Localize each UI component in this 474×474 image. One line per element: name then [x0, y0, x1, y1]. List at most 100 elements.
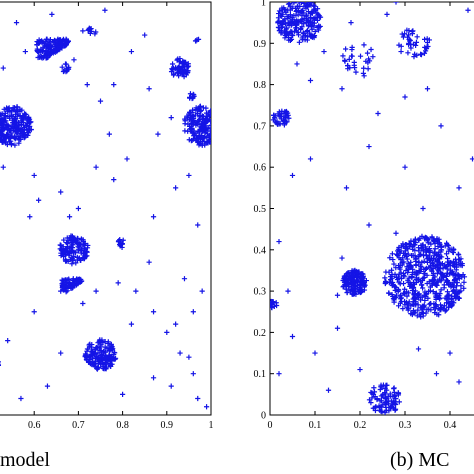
data-point — [407, 37, 413, 43]
x-tick-label: 0 — [268, 420, 273, 431]
data-point — [11, 135, 18, 141]
data-point — [66, 250, 72, 256]
data-point — [309, 26, 315, 32]
y-tick-label: 0.6 — [254, 163, 267, 174]
data-point — [425, 295, 431, 301]
x-tick-label: 0.9 — [161, 420, 174, 431]
data-point — [84, 82, 90, 88]
data-point — [63, 36, 69, 42]
data-point — [403, 245, 409, 251]
data-point — [415, 346, 422, 352]
data-point — [384, 398, 390, 404]
data-point — [389, 275, 395, 281]
data-point — [175, 56, 181, 62]
data-point — [93, 29, 99, 35]
data-point — [173, 321, 179, 327]
data-point — [86, 26, 92, 32]
data-point — [182, 116, 188, 122]
data-point — [191, 128, 197, 134]
data-point — [219, 127, 224, 132]
data-point — [276, 371, 282, 377]
data-point — [214, 120, 219, 125]
data-point — [456, 185, 462, 191]
data-point — [432, 246, 438, 252]
data-point — [409, 244, 415, 250]
data-point — [404, 34, 411, 40]
data-point — [216, 133, 221, 138]
data-point — [209, 142, 211, 144]
data-point — [61, 237, 67, 243]
data-point — [391, 385, 397, 391]
data-point — [217, 126, 222, 131]
data-point — [289, 172, 296, 179]
data-point — [392, 406, 399, 412]
data-point — [412, 253, 418, 259]
data-point — [453, 259, 459, 265]
data-point — [426, 301, 432, 307]
x-tick-label: 0.4 — [444, 420, 457, 431]
data-point — [279, 13, 285, 19]
data-point — [447, 350, 453, 356]
data-point — [321, 48, 327, 55]
data-point — [383, 404, 389, 410]
data-point — [339, 255, 345, 261]
data-point — [396, 279, 402, 285]
data-point — [393, 292, 399, 298]
right-caption: (b) MC — [390, 449, 449, 471]
data-point — [420, 313, 426, 319]
data-point — [69, 247, 75, 253]
data-point — [353, 291, 359, 297]
data-point — [78, 236, 85, 242]
data-point — [184, 70, 190, 76]
data-point — [177, 350, 183, 356]
data-point — [390, 399, 396, 405]
data-point — [173, 185, 179, 191]
data-point — [197, 113, 203, 119]
data-point — [210, 113, 211, 115]
data-point — [444, 255, 451, 262]
data-point — [357, 366, 363, 373]
data-point — [95, 356, 101, 362]
data-point — [49, 11, 55, 17]
data-point — [71, 57, 77, 63]
data-point — [280, 117, 286, 123]
data-point — [72, 237, 78, 243]
data-point — [58, 288, 64, 294]
data-point — [133, 288, 139, 294]
data-point — [363, 277, 369, 284]
data-point — [74, 277, 81, 284]
data-point — [409, 31, 416, 37]
data-point — [303, 3, 309, 9]
data-point — [104, 354, 110, 361]
data-point — [311, 23, 317, 29]
data-point — [289, 16, 296, 22]
data-point — [419, 285, 426, 291]
data-point — [298, 26, 304, 33]
data-point — [111, 82, 117, 88]
data-point — [441, 272, 447, 279]
data-point — [218, 124, 223, 129]
data-point — [207, 113, 211, 119]
data-point — [53, 42, 59, 48]
data-point — [441, 303, 447, 309]
data-point — [58, 252, 64, 259]
data-point — [314, 17, 321, 23]
y-tick-label: 0.4 — [254, 245, 267, 256]
data-point — [0, 124, 3, 131]
data-point — [200, 116, 206, 122]
data-point — [63, 247, 69, 253]
data-point — [217, 131, 222, 136]
data-point — [282, 114, 289, 120]
data-point — [295, 32, 302, 38]
data-point — [103, 361, 109, 367]
data-point — [270, 117, 277, 123]
data-point — [391, 261, 397, 267]
data-point — [19, 117, 26, 123]
data-point — [437, 241, 443, 247]
data-point — [358, 272, 364, 278]
data-point — [402, 273, 408, 279]
data-point — [205, 117, 211, 124]
data-point — [213, 125, 218, 130]
data-point — [195, 222, 201, 228]
data-point — [299, 16, 305, 23]
